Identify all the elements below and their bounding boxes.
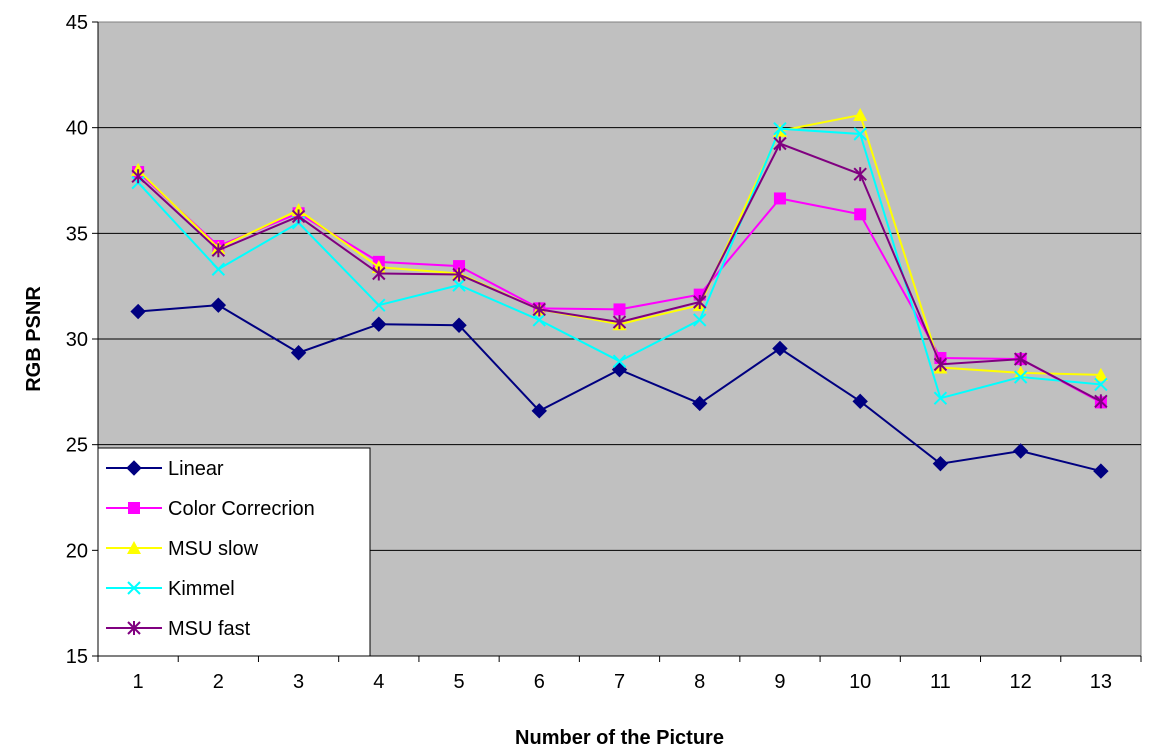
legend-entry: Kimmel [106, 578, 235, 600]
data-point [772, 340, 788, 357]
data-point [372, 298, 386, 312]
data-point [933, 391, 948, 405]
data-point [211, 243, 226, 258]
y-tick-label: 40 [66, 118, 88, 140]
legend-entry: MSU slow [106, 538, 259, 560]
data-point [532, 302, 546, 317]
y-axis-title: RGB PSNR [23, 286, 45, 392]
data-point [1093, 463, 1109, 479]
legend-label: MSU slow [168, 538, 259, 560]
data-point [853, 127, 867, 141]
x-tick-label: 2 [213, 671, 224, 693]
data-point [131, 169, 145, 184]
data-point [291, 209, 306, 224]
legend-label: Kimmel [168, 578, 235, 600]
x-tick-label: 9 [774, 671, 785, 693]
data-point [453, 260, 466, 273]
x-tick-label: 10 [849, 671, 871, 693]
y-tick-label: 45 [66, 12, 88, 34]
legend-entry: Linear [106, 458, 224, 480]
x-tick-label: 6 [534, 671, 545, 693]
data-point [1013, 365, 1028, 379]
y-tick-label: 35 [66, 223, 88, 245]
x-tick-label: 5 [453, 671, 464, 693]
legend: Linear Color Correcrion MSU slow Kimmel MSU … [97, 447, 371, 657]
data-point [1094, 377, 1108, 392]
legend-label: Color Correcrion [168, 498, 315, 520]
data-point [773, 192, 786, 205]
data-point [612, 354, 627, 368]
data-point [1012, 443, 1029, 459]
legend-entry: Color Correcrion [106, 498, 315, 520]
x-tick-label: 1 [133, 671, 144, 693]
data-point [1013, 370, 1028, 384]
x-tick-label: 7 [614, 671, 625, 693]
data-point [692, 395, 708, 412]
data-point [693, 295, 707, 310]
x-tick-label: 13 [1090, 671, 1112, 693]
x-tick-label: 11 [930, 671, 951, 693]
x-tick-label: 12 [1010, 671, 1032, 693]
legend-marker [127, 541, 141, 554]
data-point [451, 317, 467, 333]
data-point [210, 297, 227, 313]
legend-label: MSU fast [168, 618, 251, 640]
data-point [531, 403, 547, 419]
legend-label: Linear [168, 458, 224, 480]
legend-box [97, 447, 371, 657]
series-msu-fast [131, 136, 1108, 409]
data-point [853, 107, 868, 121]
data-point [612, 315, 627, 330]
data-point [372, 266, 386, 281]
legend-marker [126, 460, 142, 476]
legend-marker [127, 621, 141, 635]
data-point [853, 167, 867, 182]
data-point [693, 313, 707, 327]
data-point [932, 455, 949, 472]
data-point [211, 262, 226, 276]
data-point [371, 316, 387, 332]
data-point [611, 361, 628, 378]
data-point [773, 136, 787, 151]
y-tick-label: 30 [66, 329, 88, 351]
data-point [1093, 367, 1108, 381]
data-point [452, 267, 466, 282]
data-point [773, 122, 787, 136]
legend-marker [128, 502, 140, 514]
data-point [613, 303, 626, 316]
x-tick-label: 8 [694, 671, 705, 693]
data-point [532, 313, 546, 327]
data-point [130, 303, 146, 320]
data-point [852, 393, 868, 410]
legend-marker [127, 581, 141, 595]
y-tick-label: 15 [66, 646, 88, 668]
data-point [290, 345, 307, 361]
data-point [452, 278, 466, 292]
y-tick-label: 20 [66, 540, 88, 562]
y-tick-label: 25 [66, 435, 88, 457]
legend-entry: MSU fast [106, 618, 251, 640]
data-point [1094, 394, 1108, 409]
x-tick-label: 3 [293, 671, 304, 693]
series-linear [130, 297, 1109, 479]
x-tick-label: 4 [373, 671, 384, 693]
data-point [854, 208, 867, 221]
data-point [933, 357, 948, 372]
x-axis-title: Number of the Picture [515, 727, 724, 749]
series-group [130, 107, 1109, 479]
data-point [1013, 352, 1028, 367]
